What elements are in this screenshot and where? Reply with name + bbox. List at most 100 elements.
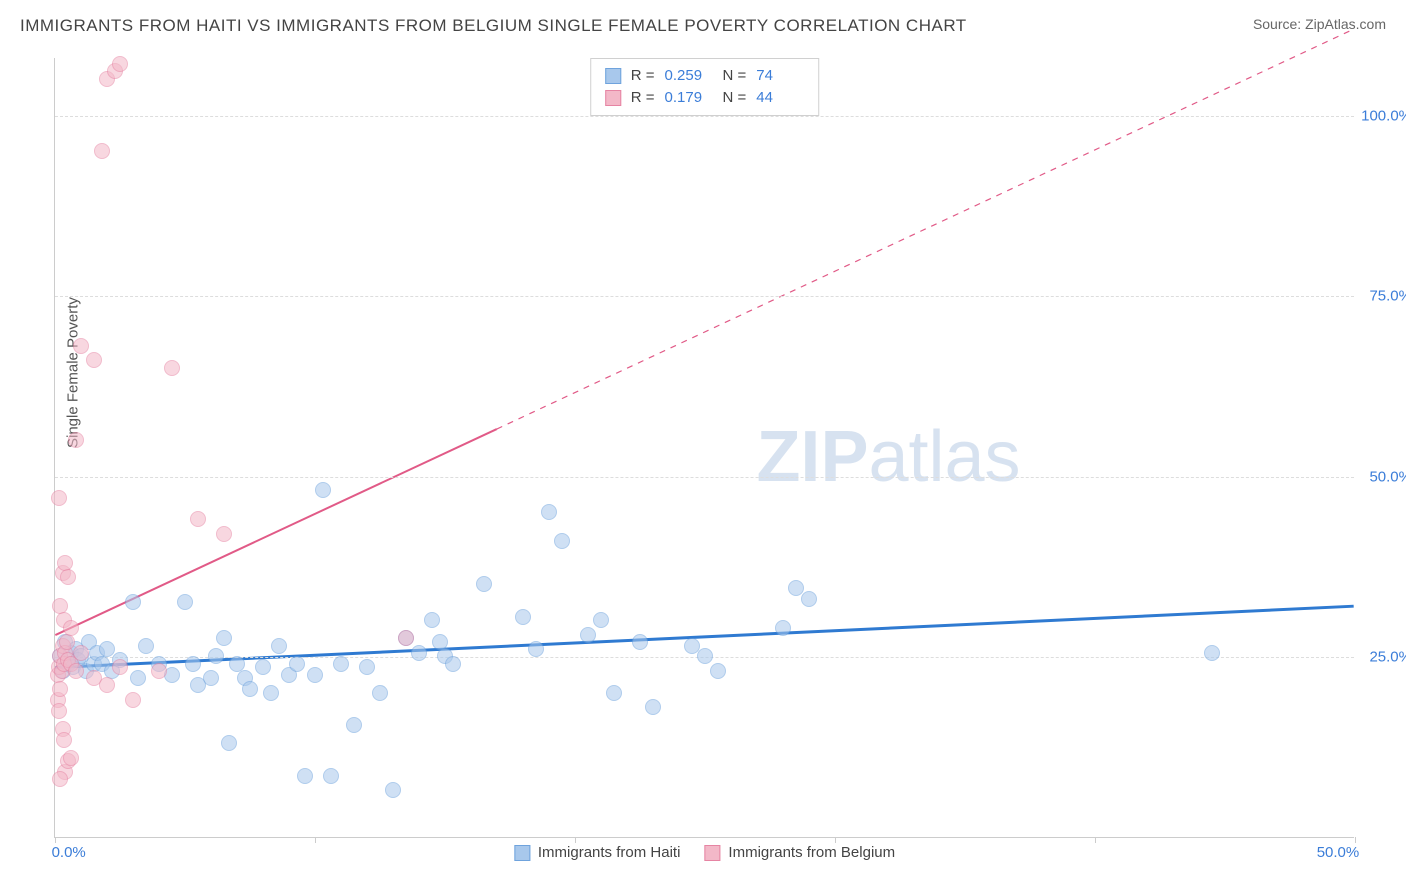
data-point bbox=[86, 352, 102, 368]
gridline bbox=[55, 477, 1354, 478]
data-point bbox=[385, 782, 401, 798]
data-point bbox=[208, 648, 224, 664]
legend-item: Immigrants from Haiti bbox=[514, 844, 681, 861]
data-point bbox=[51, 703, 67, 719]
data-point bbox=[138, 638, 154, 654]
legend-label: Immigrants from Belgium bbox=[728, 844, 895, 861]
data-point bbox=[580, 627, 596, 643]
data-point bbox=[333, 656, 349, 672]
data-point bbox=[125, 594, 141, 610]
data-point bbox=[307, 667, 323, 683]
legend-r-value: 0.259 bbox=[665, 65, 713, 87]
y-tick-label: 100.0% bbox=[1361, 107, 1406, 124]
data-point bbox=[52, 598, 68, 614]
legend-n-label: N = bbox=[723, 87, 747, 109]
data-point bbox=[255, 659, 271, 675]
data-point bbox=[476, 576, 492, 592]
legend-swatch bbox=[605, 68, 621, 84]
data-point bbox=[515, 609, 531, 625]
regression-lines bbox=[55, 58, 1354, 837]
data-point bbox=[216, 526, 232, 542]
data-point bbox=[112, 56, 128, 72]
data-point bbox=[57, 555, 73, 571]
y-tick-label: 25.0% bbox=[1369, 649, 1406, 666]
data-point bbox=[125, 692, 141, 708]
x-tick bbox=[575, 837, 576, 843]
data-point bbox=[56, 732, 72, 748]
x-tick bbox=[1095, 837, 1096, 843]
data-point bbox=[63, 750, 79, 766]
legend-n-value: 44 bbox=[756, 87, 804, 109]
data-point bbox=[359, 659, 375, 675]
data-point bbox=[645, 699, 661, 715]
data-point bbox=[99, 677, 115, 693]
data-point bbox=[112, 659, 128, 675]
legend-swatch bbox=[704, 845, 720, 861]
plot-area: Single Female Poverty ZIPatlas R = 0.259… bbox=[54, 58, 1354, 838]
data-point bbox=[710, 663, 726, 679]
legend-row: R = 0.179 N = 44 bbox=[605, 87, 805, 109]
x-tick-label: 0.0% bbox=[52, 844, 86, 861]
data-point bbox=[242, 681, 258, 697]
data-point bbox=[221, 735, 237, 751]
data-point bbox=[164, 360, 180, 376]
legend-swatch bbox=[605, 90, 621, 106]
data-point bbox=[372, 685, 388, 701]
y-tick-label: 50.0% bbox=[1369, 468, 1406, 485]
data-point bbox=[203, 670, 219, 686]
data-point bbox=[52, 771, 68, 787]
data-point bbox=[593, 612, 609, 628]
y-tick-label: 75.0% bbox=[1369, 288, 1406, 305]
data-point bbox=[424, 612, 440, 628]
legend-r-label: R = bbox=[631, 65, 655, 87]
data-point bbox=[94, 143, 110, 159]
data-point bbox=[185, 656, 201, 672]
chart-title: IMMIGRANTS FROM HAITI VS IMMIGRANTS FROM… bbox=[20, 16, 967, 36]
data-point bbox=[398, 630, 414, 646]
data-point bbox=[445, 656, 461, 672]
data-point bbox=[289, 656, 305, 672]
data-point bbox=[52, 681, 68, 697]
data-point bbox=[151, 663, 167, 679]
data-point bbox=[411, 645, 427, 661]
data-point bbox=[63, 620, 79, 636]
legend-label: Immigrants from Haiti bbox=[538, 844, 681, 861]
gridline bbox=[55, 296, 1354, 297]
data-point bbox=[271, 638, 287, 654]
data-point bbox=[315, 482, 331, 498]
x-tick bbox=[835, 837, 836, 843]
data-point bbox=[554, 533, 570, 549]
data-point bbox=[1204, 645, 1220, 661]
x-tick bbox=[315, 837, 316, 843]
data-point bbox=[775, 620, 791, 636]
data-point bbox=[60, 569, 76, 585]
data-point bbox=[297, 768, 313, 784]
source-label: Source: ZipAtlas.com bbox=[1253, 16, 1386, 32]
data-point bbox=[59, 634, 75, 650]
x-tick bbox=[55, 837, 56, 843]
legend-item: Immigrants from Belgium bbox=[704, 844, 895, 861]
data-point bbox=[528, 641, 544, 657]
legend-n-value: 74 bbox=[756, 65, 804, 87]
data-point bbox=[68, 663, 84, 679]
legend-r-label: R = bbox=[631, 87, 655, 109]
data-point bbox=[346, 717, 362, 733]
data-point bbox=[51, 490, 67, 506]
data-point bbox=[323, 768, 339, 784]
data-point bbox=[73, 338, 89, 354]
data-point bbox=[263, 685, 279, 701]
data-point bbox=[697, 648, 713, 664]
x-tick bbox=[1355, 837, 1356, 843]
legend-swatch bbox=[514, 845, 530, 861]
data-point bbox=[801, 591, 817, 607]
data-point bbox=[216, 630, 232, 646]
legend-n-label: N = bbox=[723, 65, 747, 87]
gridline bbox=[55, 116, 1354, 117]
legend-row: R = 0.259 N = 74 bbox=[605, 65, 805, 87]
legend-series: Immigrants from Haiti Immigrants from Be… bbox=[514, 844, 895, 861]
data-point bbox=[190, 511, 206, 527]
data-point bbox=[541, 504, 557, 520]
x-tick-label: 50.0% bbox=[1317, 844, 1360, 861]
legend-r-value: 0.179 bbox=[665, 87, 713, 109]
data-point bbox=[73, 645, 89, 661]
